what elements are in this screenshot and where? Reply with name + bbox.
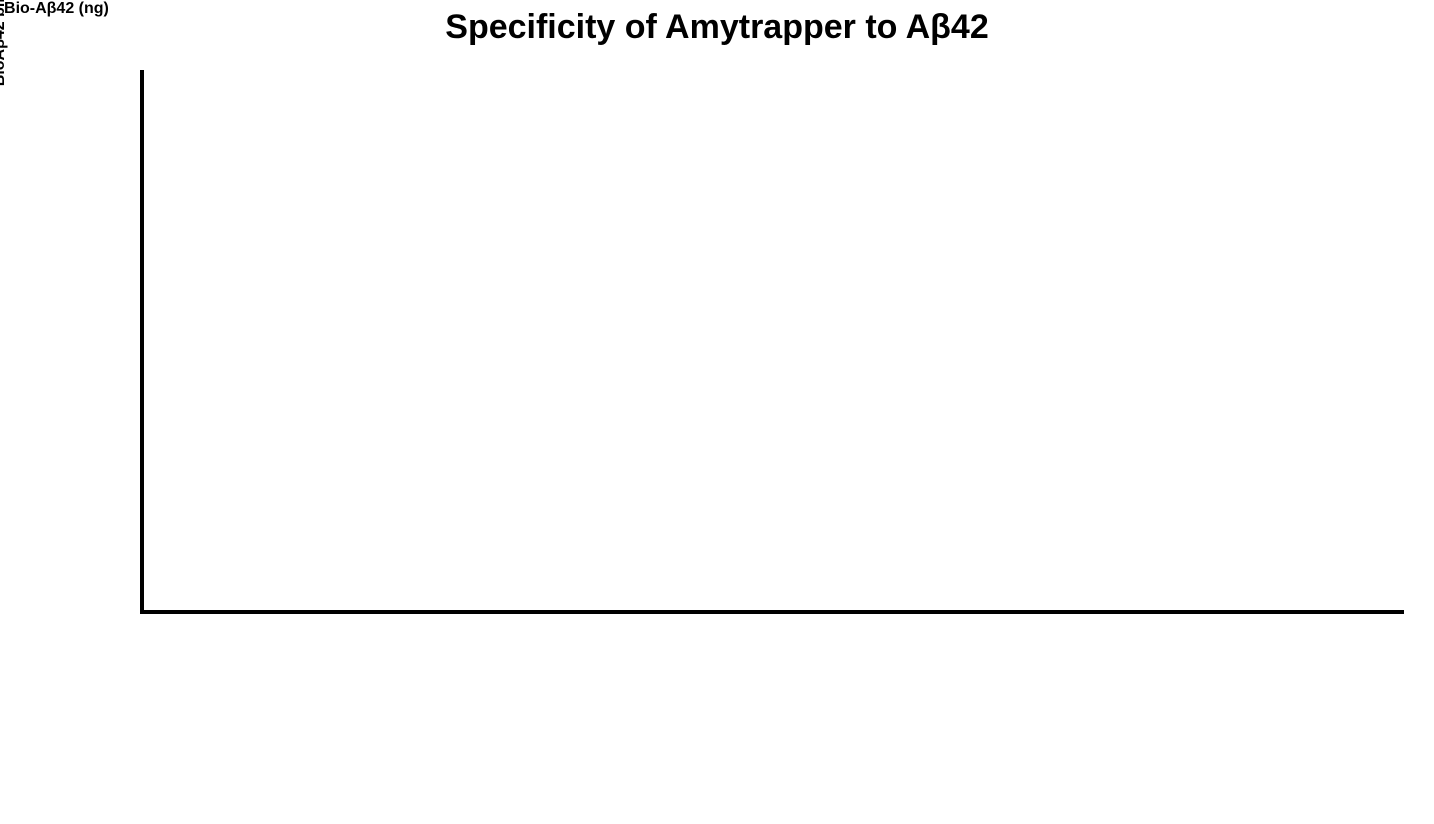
chart-title: Specificity of Amytrapper to Aβ42 [0, 8, 1434, 47]
x-axis-label: Concentration Bio-Aβ42 (ng) [0, 0, 109, 18]
plot-inner [144, 70, 1404, 610]
chart-figure: Specificity of Amytrapper to Aβ42 BioAβ4… [0, 0, 1434, 824]
plot-area [140, 70, 1404, 614]
